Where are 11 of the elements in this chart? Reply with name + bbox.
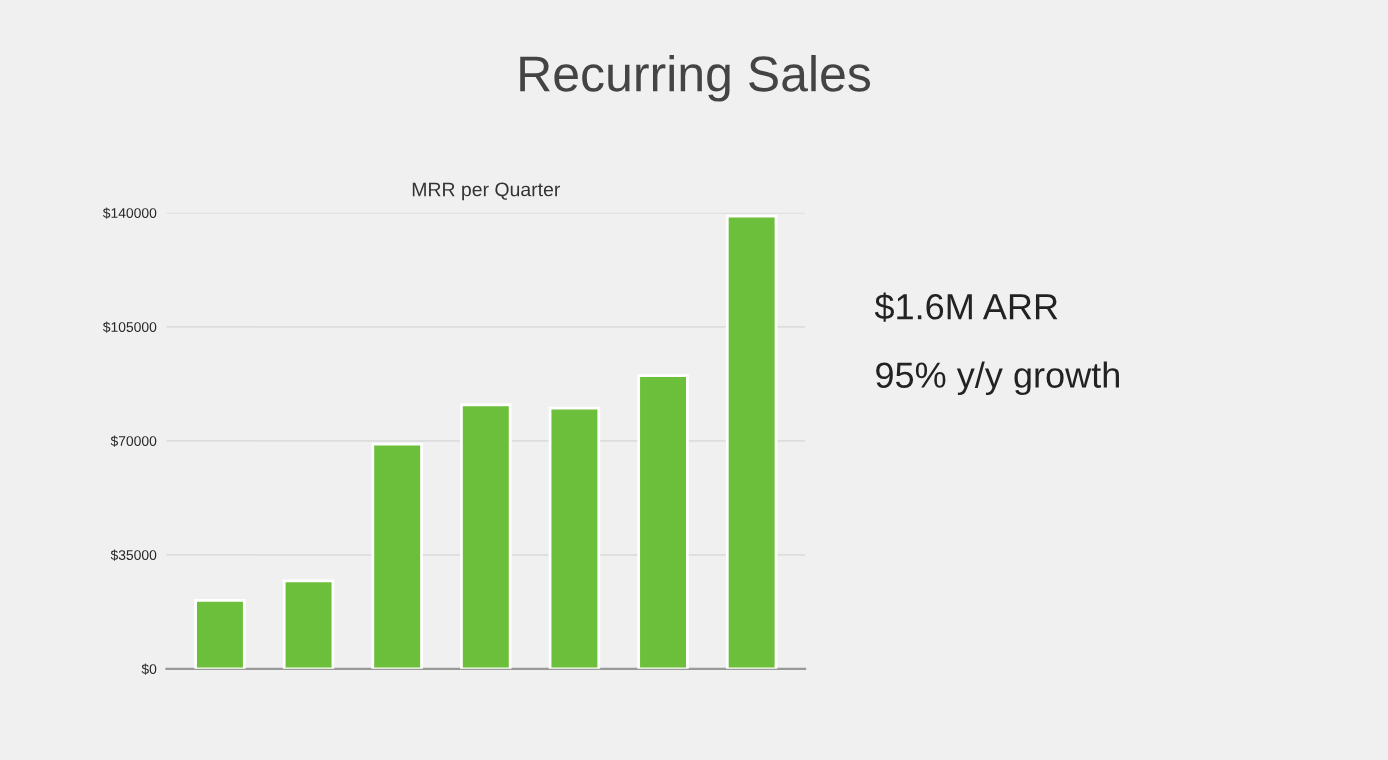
bar <box>725 214 778 669</box>
bar <box>194 599 246 669</box>
text: $1.6M ARR <box>874 292 1058 322</box>
bar <box>282 579 335 669</box>
bar <box>460 403 512 669</box>
bar <box>637 374 689 669</box>
chart-subtitle: MRR per Quarter <box>412 182 561 201</box>
text: 95% y/y growth <box>876 361 1119 396</box>
chart-title: Recurring Sales <box>520 54 871 102</box>
bar <box>371 442 423 669</box>
bar <box>548 406 601 669</box>
